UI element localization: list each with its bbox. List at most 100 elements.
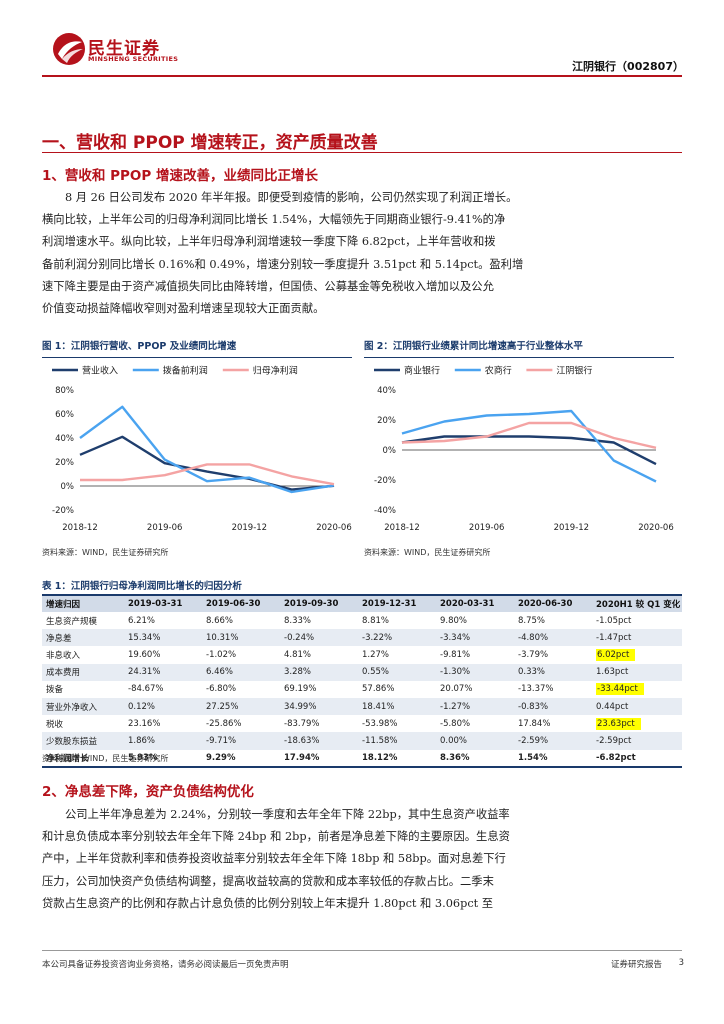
paragraph-line: 速下降主要是由于资产减值损失同比由降转增，但国债、公募基金等免税收入增加以及公允	[42, 279, 494, 293]
table-cell: 1.54%	[514, 749, 592, 768]
subsection-title-1: 1、营收和 PPOP 增速改善，业绩同比正增长	[42, 168, 318, 184]
paragraph-line: 产中，上半年贷款利率和债券投资收益率分别较去年全年下降 18bp 和 58bp。…	[42, 852, 506, 866]
chart-legend: 营业收入 拨备前利润 归母净利润	[52, 365, 298, 377]
section-title-divider	[42, 152, 682, 153]
legend-label: 拨备前利润	[163, 365, 208, 377]
table-cell: 0.33%	[514, 663, 592, 681]
row-label-cell: 生息资产规模	[46, 616, 98, 627]
x-tick-label: 2019-12	[554, 523, 590, 533]
table-cell: -5.80%	[440, 718, 471, 729]
table-cell: -4.80%	[514, 629, 592, 647]
figure-2-source: 资料来源：WIND，民生证券研究所	[364, 548, 491, 557]
paragraph-line: 8 月 26 日公司发布 2020 年半年报。即便受到疫情的影响，公司仍然实现了…	[65, 191, 518, 204]
table-cell: -33.44pct	[592, 681, 682, 698]
attribution-table: 增速归因 2019-03-31 2019-06-30 2019-09-30 20…	[42, 594, 682, 768]
highlighted-value: 23.63pct	[596, 717, 641, 730]
series-line	[401, 435, 657, 466]
page-number: 3	[678, 958, 684, 968]
figure-2-title: 图 2：江阴银行业绩累计同比增速高于行业整体水平	[364, 340, 674, 358]
table-cell: 17.94%	[280, 749, 358, 768]
table-cell: -9.71%	[202, 732, 280, 750]
legend-label: 归母净利润	[253, 365, 298, 377]
series-line	[401, 421, 657, 449]
legend-item: 归母净利润	[222, 365, 298, 377]
table-cell: 8.36%	[436, 749, 514, 768]
series-line	[80, 463, 335, 486]
figure-1-source: 资料来源：WIND，民生证券研究所	[42, 548, 169, 557]
table-cell: -0.83%	[514, 697, 592, 716]
series-line	[79, 405, 335, 494]
x-tick-label: 2018-12	[62, 523, 98, 533]
footer-doc-type: 证券研究报告	[610, 960, 662, 970]
y-tick-label: -40%	[374, 506, 396, 516]
table-cell: 34.99%	[280, 697, 358, 716]
table-header-cell: 增速归因	[42, 594, 124, 612]
y-tick-label: -20%	[52, 506, 74, 516]
table-cell: -3.79%	[518, 649, 549, 660]
row-label-cell: 少数股东损益	[42, 732, 124, 750]
table-cell: 19.60%	[128, 649, 161, 660]
paragraph-line: 公司上半年净息差为 2.24%，分别较一季度和去年全年下降 22bp，其中生息资…	[65, 808, 510, 821]
paragraph-line: 和计息负债成本率分别较去年全年下降 24bp 和 2bp，前者是净息差下降的主要…	[42, 830, 510, 844]
table-cell: 6.46%	[202, 663, 280, 681]
table-cell: 0.44pct	[592, 697, 682, 716]
table-row: 少数股东损益 1.86% -9.71% -18.63% -11.58% 0.00% -2.5…	[42, 732, 682, 750]
table-cell: 9.80%	[440, 615, 468, 626]
table-cell: -2.59pct	[592, 732, 682, 750]
page-footer: 本公司具备证券投资咨询业务资格，请务必阅读最后一页免责声明 证券研究报告 3	[0, 950, 724, 1024]
paragraph-line: 利润增速水平。纵向比较，上半年归母净利润增速较一季度下降 6.82pct，上半年…	[42, 235, 496, 249]
legend-label: 营业收入	[82, 365, 118, 377]
figure-1: 图 1：江阴银行营收、PPOP 及业绩同比增速 营业收入 拨备前利润 归母净利润 80…	[42, 340, 352, 570]
table-cell: -6.82pct	[592, 749, 682, 768]
table-row: 拨备 -84.67% -6.80% 69.19% 57.86% 20.07% -13.37%…	[42, 681, 682, 698]
figure-1-title: 图 1：江阴银行营收、PPOP 及业绩同比增速	[42, 340, 352, 358]
highlighted-value: 6.02pct	[596, 648, 636, 661]
y-tick-label: -20%	[374, 476, 396, 486]
y-tick-label: 80%	[55, 386, 74, 396]
logo: 民生证券 MINSHENG SECURITIES	[52, 32, 212, 72]
logo-name-en: MINSHENG SECURITIES	[88, 55, 179, 63]
row-label-cell: 拨备	[46, 685, 64, 696]
table-header-cell: 2020-06-30	[514, 594, 592, 612]
y-tick-label: 40%	[55, 434, 74, 444]
table-cell: 8.33%	[284, 615, 312, 626]
minsheng-logo-icon	[53, 33, 85, 65]
figure-2-chart: 商业银行 农商行 江阴银行 40% 20% 0% -20% -40% 2018-12 2019-0…	[374, 365, 674, 533]
table-cell: -0.24%	[280, 629, 358, 647]
page-header: 民生证券 MINSHENG SECURITIES 江阴银行（002807）	[0, 0, 724, 90]
table-cell: -1.47pct	[592, 629, 682, 647]
paragraph-line: 横向比较，上半年公司的归母净利润同比增长 1.54%，大幅领先于同期商业银行-9…	[42, 213, 506, 227]
series-line	[401, 409, 657, 483]
chart-legend: 商业银行 农商行 江阴银行	[374, 365, 592, 377]
table-row: 成本费用 24.31% 6.46% 3.28% 0.55% -1.30% 0.33% 1.63…	[42, 663, 682, 681]
x-tick-label: 2019-06	[147, 523, 183, 533]
x-tick-label: 2019-06	[469, 523, 505, 533]
y-tick-label: 60%	[55, 410, 74, 420]
table-cell: -25.86%	[206, 718, 242, 729]
table-cell: -6.80%	[206, 684, 237, 695]
table-row: 净利润增长 5.93% 9.29% 17.94% 18.12% 8.36% 1.54% -6.…	[42, 749, 682, 768]
paragraph-line: 贷款占生息资产的比例和存款占计息负债的比例分别较上年末提升 1.80pct 和 …	[42, 896, 494, 910]
table-row: 非息收入 19.60% -1.02% 4.81% 1.27% -9.81% -3.79% 6.…	[42, 646, 682, 663]
table-header-cell: 2019-03-31	[124, 594, 202, 612]
logo-name-cn: 民生证券	[88, 39, 160, 59]
table-cell: -1.02%	[206, 649, 237, 660]
stock-ticker: 江阴银行（002807）	[572, 60, 684, 73]
row-label-cell: 税收	[46, 719, 64, 730]
table-cell: -3.22%	[358, 629, 436, 647]
table-cell: -1.05pct	[596, 615, 632, 626]
table-cell: -3.34%	[436, 629, 514, 647]
table-header-cell: 2019-12-31	[358, 594, 436, 612]
footer-disclaimer: 本公司具备证券投资咨询业务资格，请务必阅读最后一页免责声明	[42, 960, 289, 970]
x-tick-label: 2020-06	[316, 523, 352, 533]
table-header-cell: 2020-03-31	[436, 594, 514, 612]
table-row: 生息资产规模 6.21% 8.66% 8.33% 8.81% 9.80% 8.75% -1.0…	[42, 612, 682, 629]
legend-label: 江阴银行	[556, 365, 592, 377]
table-cell: 0.55%	[358, 663, 436, 681]
table-cell: 8.75%	[518, 615, 546, 626]
table-cell: 27.25%	[202, 697, 280, 716]
table-cell: 17.84%	[518, 718, 551, 729]
paragraph-line: 价值变动损益降幅收窄则对盈利增速呈现较大正面贡献。	[42, 302, 325, 316]
table-cell: -11.58%	[358, 732, 436, 750]
table-cell: 0.00%	[436, 732, 514, 750]
